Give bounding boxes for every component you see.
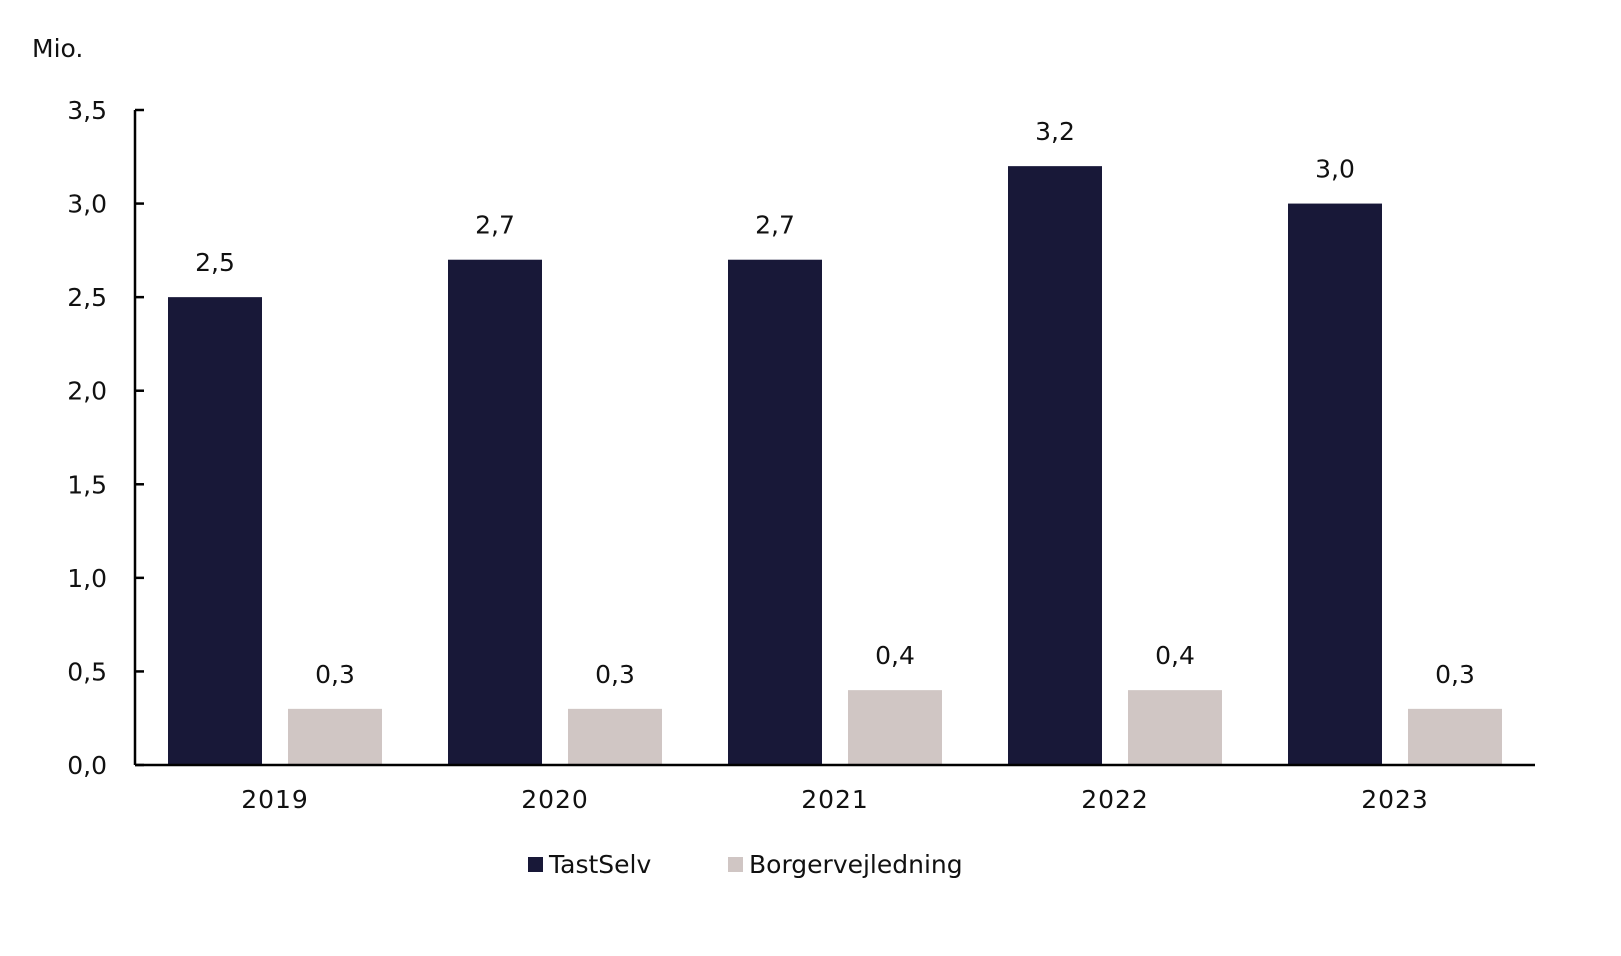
y-tick-label: 2,0 [67, 377, 107, 406]
data-label: 2,7 [755, 211, 795, 240]
legend-swatch-borgervejledning [728, 857, 743, 872]
legend: TastSelv Borgervejledning [528, 850, 963, 879]
bar-tastselv [448, 259, 542, 765]
data-label: 3,0 [1315, 155, 1355, 184]
data-label: 2,7 [475, 211, 515, 240]
y-axis: 0,0 0,5 1,0 1,5 2,0 2,5 3,0 3,5 [67, 96, 144, 780]
bar-borgervejledning [288, 708, 382, 765]
y-tick-label: 1,5 [67, 470, 107, 499]
bar-tastselv [728, 259, 822, 765]
data-label: 0,3 [595, 660, 635, 689]
data-label: 0,3 [315, 660, 355, 689]
bar-borgervejledning [568, 708, 662, 765]
bar-tastselv [168, 297, 262, 765]
x-tick-label: 2021 [801, 785, 869, 814]
legend-swatch-tastselv [528, 857, 543, 872]
y-tick-label: 2,5 [67, 283, 107, 312]
y-tick-label: 0,0 [67, 751, 107, 780]
y-tick-label: 1,0 [67, 564, 107, 593]
x-tick-label: 2022 [1081, 785, 1149, 814]
bar-tastselv [1008, 166, 1102, 766]
x-tick-label: 2023 [1361, 785, 1429, 814]
y-tick-label: 3,0 [67, 190, 107, 219]
bar-borgervejledning [1408, 708, 1502, 765]
x-tick-label: 2020 [521, 785, 589, 814]
data-label: 0,4 [875, 641, 915, 670]
bar-tastselv [1288, 203, 1382, 766]
bars: 2,5 0,3 2,7 0,3 2,7 0,4 3,2 0,4 3,0 0,3 [168, 117, 1502, 766]
y-unit-label: Mio. [32, 34, 83, 63]
x-axis: 2019 2020 2021 2022 2023 [135, 763, 1535, 814]
legend-label: TastSelv [548, 850, 651, 879]
y-tick-label: 3,5 [67, 96, 107, 125]
data-label: 0,4 [1155, 641, 1195, 670]
data-label: 3,2 [1035, 117, 1075, 146]
bar-borgervejledning [1128, 690, 1222, 765]
y-tick-label: 0,5 [67, 657, 107, 686]
data-label: 2,5 [195, 248, 235, 277]
data-label: 0,3 [1435, 660, 1475, 689]
x-tick-label: 2019 [241, 785, 309, 814]
bar-borgervejledning [848, 690, 942, 765]
legend-label: Borgervejledning [749, 850, 963, 879]
